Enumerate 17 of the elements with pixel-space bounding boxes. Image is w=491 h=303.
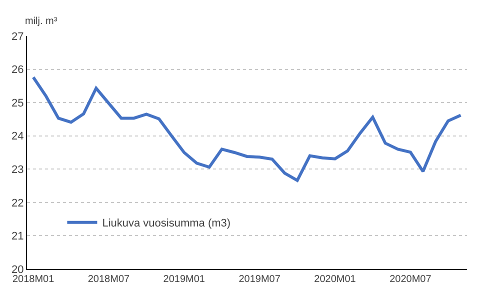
y-tick-label: 24: [12, 130, 24, 143]
x-tick-label: 2019M01: [163, 274, 206, 285]
y-tick-label: 22: [12, 197, 24, 210]
y-tick-label: 20: [12, 264, 24, 276]
y-tick-label: 25: [12, 97, 24, 110]
x-tick-label: 2019M07: [238, 274, 281, 285]
x-tick-label: 2020M07: [390, 274, 432, 285]
legend-label: Liukuva vuosisumma (m3): [102, 218, 231, 230]
y-tick-label: 21: [12, 230, 24, 243]
y-axis-title: milj. m³: [25, 16, 58, 27]
x-tick-label: 2018M01: [12, 274, 55, 285]
y-tick-label: 23: [12, 164, 24, 176]
x-tick-label: 2018M07: [88, 274, 130, 285]
y-tick-label: 27: [12, 30, 24, 43]
line-series: [32, 76, 462, 182]
y-tick-label: 26: [12, 64, 24, 76]
x-tick-label: 2020M01: [314, 274, 356, 285]
